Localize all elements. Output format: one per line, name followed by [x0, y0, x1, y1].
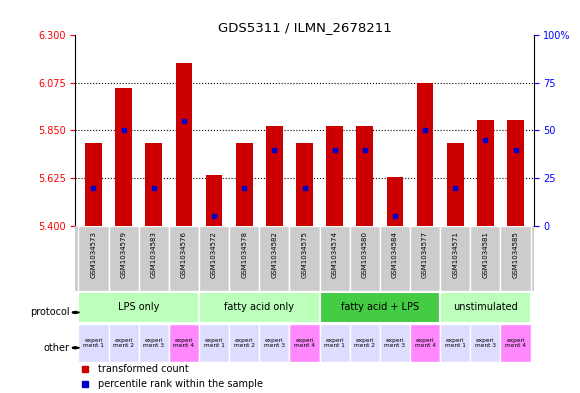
FancyBboxPatch shape: [350, 324, 380, 362]
Text: experi
ment 3: experi ment 3: [143, 338, 164, 349]
Bar: [447, 143, 463, 226]
Text: GSM1034579: GSM1034579: [121, 231, 126, 278]
Text: experi
ment 1: experi ment 1: [324, 338, 345, 349]
FancyBboxPatch shape: [229, 226, 259, 291]
Text: GSM1034578: GSM1034578: [241, 231, 247, 278]
Text: protocol: protocol: [30, 307, 70, 318]
Text: fatty acid only: fatty acid only: [224, 302, 294, 312]
FancyBboxPatch shape: [289, 324, 320, 362]
Text: experi
ment 2: experi ment 2: [113, 338, 134, 349]
Title: GDS5311 / ILMN_2678211: GDS5311 / ILMN_2678211: [218, 21, 392, 34]
FancyBboxPatch shape: [139, 324, 169, 362]
FancyBboxPatch shape: [440, 292, 531, 323]
FancyBboxPatch shape: [108, 324, 139, 362]
Text: GSM1034580: GSM1034580: [362, 231, 368, 278]
FancyBboxPatch shape: [139, 226, 169, 291]
Text: GSM1034573: GSM1034573: [90, 231, 96, 278]
Bar: [417, 83, 433, 226]
Text: experi
ment 3: experi ment 3: [475, 338, 496, 349]
FancyBboxPatch shape: [380, 226, 410, 291]
Text: experi
ment 3: experi ment 3: [385, 338, 405, 349]
Bar: [176, 63, 192, 226]
Text: GSM1034576: GSM1034576: [181, 231, 187, 278]
Text: experi
ment 1: experi ment 1: [83, 338, 104, 349]
Bar: [115, 88, 132, 226]
Text: LPS only: LPS only: [118, 302, 160, 312]
Text: experi
ment 4: experi ment 4: [415, 338, 436, 349]
FancyBboxPatch shape: [320, 226, 350, 291]
Text: GSM1034582: GSM1034582: [271, 231, 277, 278]
Text: unstimulated: unstimulated: [453, 302, 518, 312]
FancyBboxPatch shape: [78, 324, 108, 362]
FancyBboxPatch shape: [470, 226, 501, 291]
Text: GSM1034574: GSM1034574: [332, 231, 338, 278]
Bar: [327, 126, 343, 226]
Bar: [236, 143, 252, 226]
Text: GSM1034584: GSM1034584: [392, 231, 398, 278]
FancyBboxPatch shape: [320, 292, 440, 323]
Bar: [266, 126, 282, 226]
Bar: [296, 143, 313, 226]
Text: experi
ment 4: experi ment 4: [294, 338, 315, 349]
Text: GSM1034581: GSM1034581: [483, 231, 488, 278]
Text: experi
ment 3: experi ment 3: [264, 338, 285, 349]
FancyBboxPatch shape: [259, 324, 289, 362]
Bar: [206, 175, 222, 226]
FancyBboxPatch shape: [78, 226, 108, 291]
FancyBboxPatch shape: [169, 226, 199, 291]
Text: experi
ment 2: experi ment 2: [354, 338, 375, 349]
Text: fatty acid + LPS: fatty acid + LPS: [341, 302, 419, 312]
FancyBboxPatch shape: [169, 324, 199, 362]
Text: experi
ment 4: experi ment 4: [173, 338, 194, 349]
FancyBboxPatch shape: [78, 292, 199, 323]
FancyBboxPatch shape: [440, 324, 470, 362]
Text: GSM1034571: GSM1034571: [452, 231, 458, 278]
Text: other: other: [44, 343, 70, 353]
Text: GSM1034575: GSM1034575: [302, 231, 307, 278]
Text: percentile rank within the sample: percentile rank within the sample: [99, 379, 263, 389]
Text: GSM1034577: GSM1034577: [422, 231, 428, 278]
FancyBboxPatch shape: [199, 324, 229, 362]
FancyBboxPatch shape: [350, 226, 380, 291]
FancyBboxPatch shape: [199, 292, 320, 323]
Text: experi
ment 2: experi ment 2: [234, 338, 255, 349]
FancyBboxPatch shape: [289, 226, 320, 291]
FancyBboxPatch shape: [199, 226, 229, 291]
Text: transformed count: transformed count: [99, 364, 189, 374]
Bar: [146, 143, 162, 226]
Text: GSM1034583: GSM1034583: [151, 231, 157, 278]
FancyBboxPatch shape: [320, 324, 350, 362]
Text: GSM1034585: GSM1034585: [513, 231, 519, 278]
FancyBboxPatch shape: [440, 226, 470, 291]
Bar: [508, 120, 524, 226]
Bar: [357, 126, 373, 226]
Text: GSM1034572: GSM1034572: [211, 231, 217, 278]
Text: experi
ment 1: experi ment 1: [204, 338, 224, 349]
Text: experi
ment 4: experi ment 4: [505, 338, 526, 349]
FancyBboxPatch shape: [259, 226, 289, 291]
FancyBboxPatch shape: [410, 324, 440, 362]
FancyBboxPatch shape: [501, 324, 531, 362]
FancyBboxPatch shape: [229, 324, 259, 362]
Text: experi
ment 1: experi ment 1: [445, 338, 466, 349]
Bar: [85, 143, 101, 226]
FancyBboxPatch shape: [470, 324, 501, 362]
FancyBboxPatch shape: [410, 226, 440, 291]
FancyBboxPatch shape: [501, 226, 531, 291]
FancyBboxPatch shape: [108, 226, 139, 291]
Bar: [477, 120, 494, 226]
Bar: [387, 177, 403, 226]
FancyBboxPatch shape: [380, 324, 410, 362]
